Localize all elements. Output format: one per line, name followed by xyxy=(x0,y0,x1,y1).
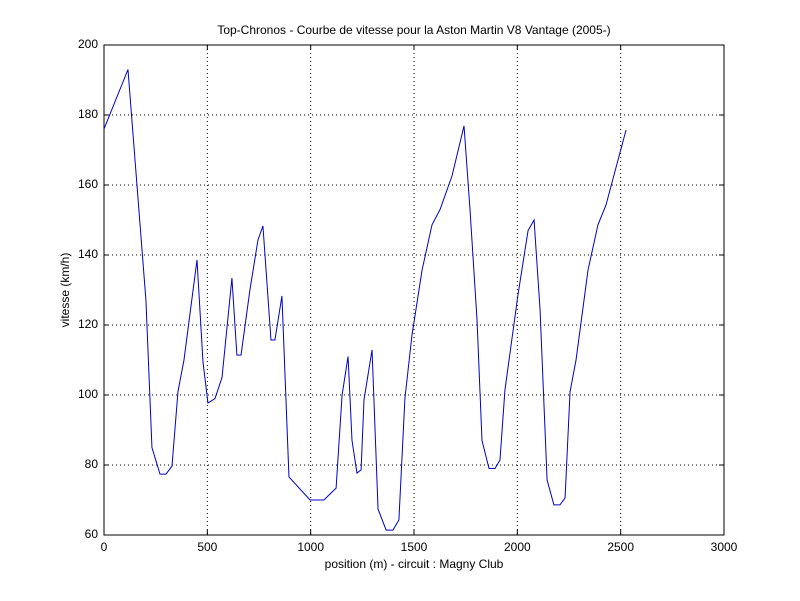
x-tick-label: 2500 xyxy=(607,540,634,554)
chart-title: Top-Chronos - Courbe de vitesse pour la … xyxy=(217,23,610,37)
y-tick-label: 140 xyxy=(78,247,98,261)
x-axis-label: position (m) - circuit : Magny Club xyxy=(325,557,504,571)
axes-box xyxy=(103,44,725,536)
y-axis-label: vitesse (km/h) xyxy=(58,253,72,328)
x-tick-label: 1000 xyxy=(297,540,324,554)
x-tick-label: 2000 xyxy=(504,540,531,554)
y-tick-label: 160 xyxy=(78,177,98,191)
y-tick-label: 100 xyxy=(78,387,98,401)
y-tick-label: 60 xyxy=(85,527,99,541)
x-tick-label: 500 xyxy=(197,540,217,554)
y-tick-label: 200 xyxy=(78,37,98,51)
x-tick-label: 1500 xyxy=(401,540,428,554)
y-tick-label: 180 xyxy=(78,107,98,121)
x-tick-label: 0 xyxy=(101,540,108,554)
y-tick-label: 80 xyxy=(85,457,99,471)
x-tick-label: 3000 xyxy=(711,540,738,554)
speed-line xyxy=(103,69,627,531)
y-tick-label: 120 xyxy=(78,317,98,331)
